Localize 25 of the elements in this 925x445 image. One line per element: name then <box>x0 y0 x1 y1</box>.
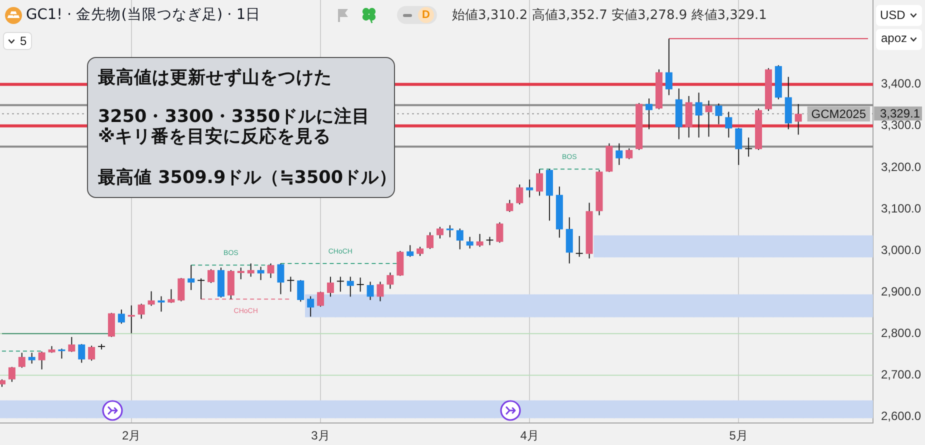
text: GC1! · 金先物(当限つなぎ足) · 1日 <box>26 6 261 25</box>
annotation: 最高値 3509.9ドル（≒3500ドル） <box>98 168 397 188</box>
y-tick-label: 2,700.0 <box>881 368 922 382</box>
y-tick-label: 3,400.0 <box>881 76 922 91</box>
text: 始値3,310.2 高値3,352.7 安値3,278.9 終値3,329.1 <box>452 7 767 24</box>
x-tick-label: 5月 <box>729 428 748 443</box>
annotation: D <box>418 7 434 23</box>
annotation: ※キリ番を目安に反応を見る <box>98 127 332 148</box>
y-tick-label: 3,100.0 <box>881 201 922 216</box>
annotation: 5 <box>20 33 27 49</box>
ref-line-label: GCM2025 <box>811 106 866 121</box>
text: USD <box>880 8 906 23</box>
text: 3,329.1 <box>880 106 920 120</box>
text: apoz <box>881 31 908 46</box>
y-tick-label: 3,000.0 <box>881 242 922 257</box>
x-tick-label: 2月 <box>122 428 141 443</box>
annotation: 最高値は更新せず山をつけた <box>98 68 332 88</box>
y-tick-label: 2,900.0 <box>881 284 922 298</box>
y-tick-label: 2,800.0 <box>881 326 922 340</box>
y-tick-label: 3,300.0 <box>881 118 922 132</box>
y-tick-label: 2,600.0 <box>881 409 922 424</box>
y-tick-label: 3,200.0 <box>881 160 922 174</box>
annotation: 3250・3300・3350ドルに注目 <box>98 106 370 127</box>
x-tick-label: 3月 <box>311 428 330 443</box>
x-tick-label: 4月 <box>520 428 539 443</box>
